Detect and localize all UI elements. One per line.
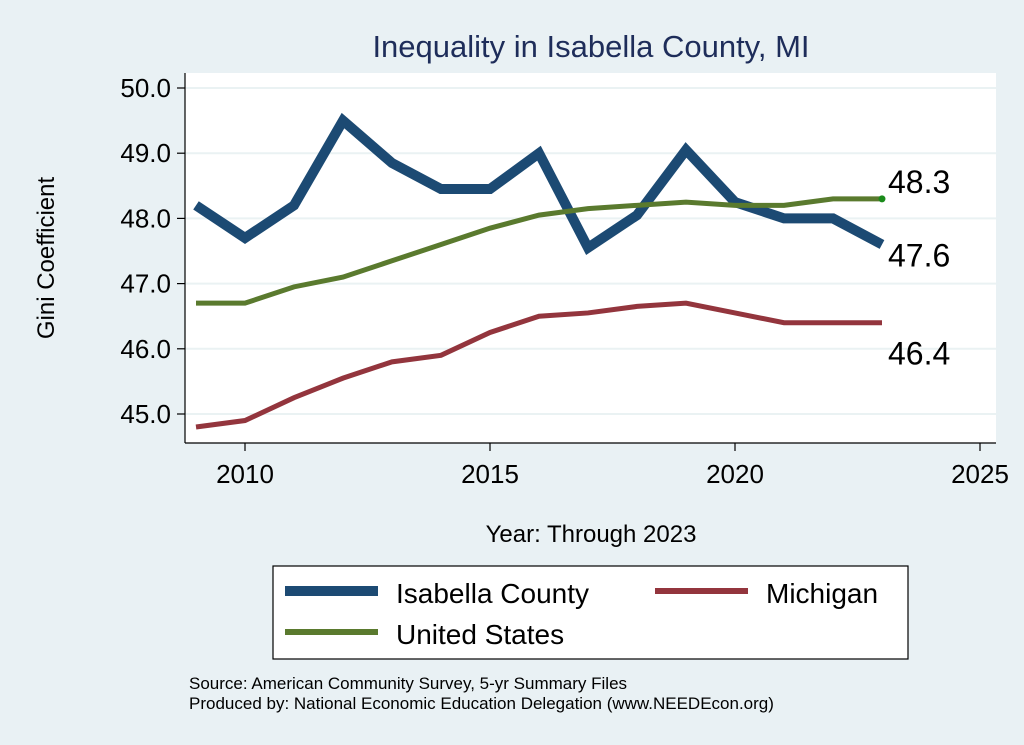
y-axis-title: Gini Coefficient — [33, 177, 60, 340]
y-tick-label: 45.0 — [120, 399, 171, 429]
x-ticks: 2010 2015 2020 2025 — [216, 443, 1009, 489]
y-ticks: 45.0 46.0 47.0 48.0 49.0 50.0 — [120, 73, 185, 429]
chart-title: Inequality in Isabella County, MI — [372, 29, 809, 64]
x-tick-label: 2020 — [706, 459, 764, 489]
series-group — [193, 112, 886, 430]
plot-area — [185, 73, 996, 443]
end-label-isabella-county: 47.6 — [888, 237, 950, 273]
end-labels: 47.6 46.4 48.3 — [888, 164, 950, 372]
end-marker-united-states — [878, 195, 886, 203]
y-tick-label: 47.0 — [120, 269, 171, 299]
y-tick-label: 50.0 — [120, 73, 171, 103]
x-tick-label: 2025 — [951, 459, 1009, 489]
y-tick-label: 46.0 — [120, 334, 171, 364]
legend-label-isabella-county: Isabella County — [396, 578, 589, 609]
legend: Isabella County Michigan United States — [272, 565, 909, 660]
end-label-michigan: 46.4 — [888, 336, 950, 372]
x-axis-title: Year: Through 2023 — [486, 521, 697, 548]
series-line-michigan — [195, 300, 882, 430]
end-label-united-states: 48.3 — [888, 164, 950, 200]
y-tick-label: 48.0 — [120, 203, 171, 233]
series-line-united-states — [196, 196, 882, 306]
producer-note: Produced by: National Economic Education… — [189, 694, 774, 713]
x-tick-label: 2010 — [216, 459, 274, 489]
legend-label-michigan: Michigan — [766, 578, 878, 609]
legend-box — [272, 565, 909, 660]
source-note: Source: American Community Survey, 5-yr … — [189, 674, 627, 693]
x-tick-label: 2015 — [461, 459, 519, 489]
series-line-isabella-county — [193, 112, 885, 255]
y-tick-label: 49.0 — [120, 138, 171, 168]
legend-label-united-states: United States — [396, 619, 564, 650]
